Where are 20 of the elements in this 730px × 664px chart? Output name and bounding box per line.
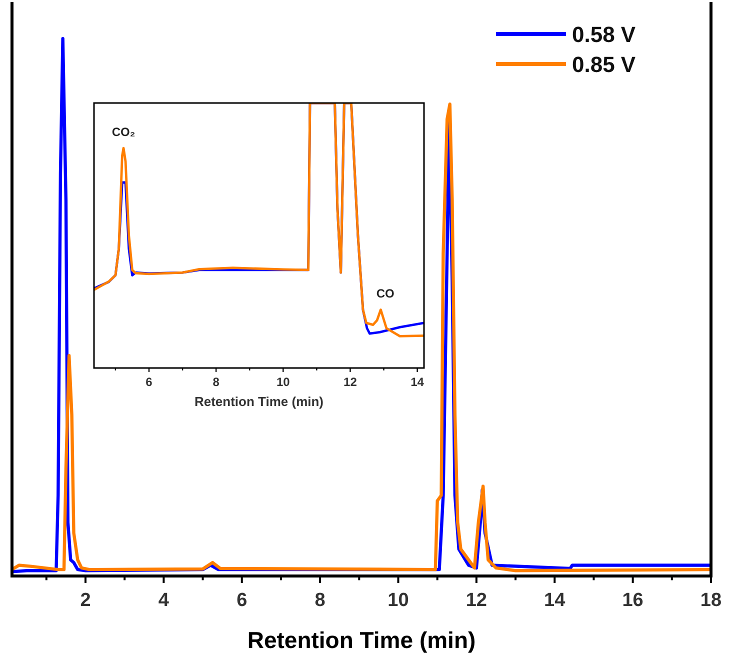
x-tick-label: 6 [146, 375, 153, 389]
x-tick-label: 12 [344, 375, 358, 389]
x-tick-label: 14 [410, 375, 424, 389]
x-tick-label: 14 [544, 590, 566, 611]
x-tick-label: 18 [700, 590, 722, 611]
x-tick-label: 16 [622, 590, 644, 611]
x-axis-title: Retention Time (min) [194, 394, 324, 409]
x-axis-title: Retention Time (min) [247, 627, 476, 653]
annotation: CO₂ [112, 125, 136, 140]
x-tick-label: 10 [388, 590, 409, 611]
x-tick-label: 10 [276, 375, 290, 389]
x-tick-label: 4 [158, 590, 170, 611]
x-tick-label: 6 [236, 590, 248, 611]
legend-label: 0.58 V [572, 22, 636, 47]
x-tick-label: 12 [466, 590, 488, 611]
x-tick-label: 2 [80, 590, 91, 611]
x-tick-label: 8 [212, 375, 220, 389]
x-tick-label: 8 [314, 590, 326, 611]
annotation: CO [376, 286, 394, 301]
legend-label: 0.85 V [572, 52, 636, 77]
